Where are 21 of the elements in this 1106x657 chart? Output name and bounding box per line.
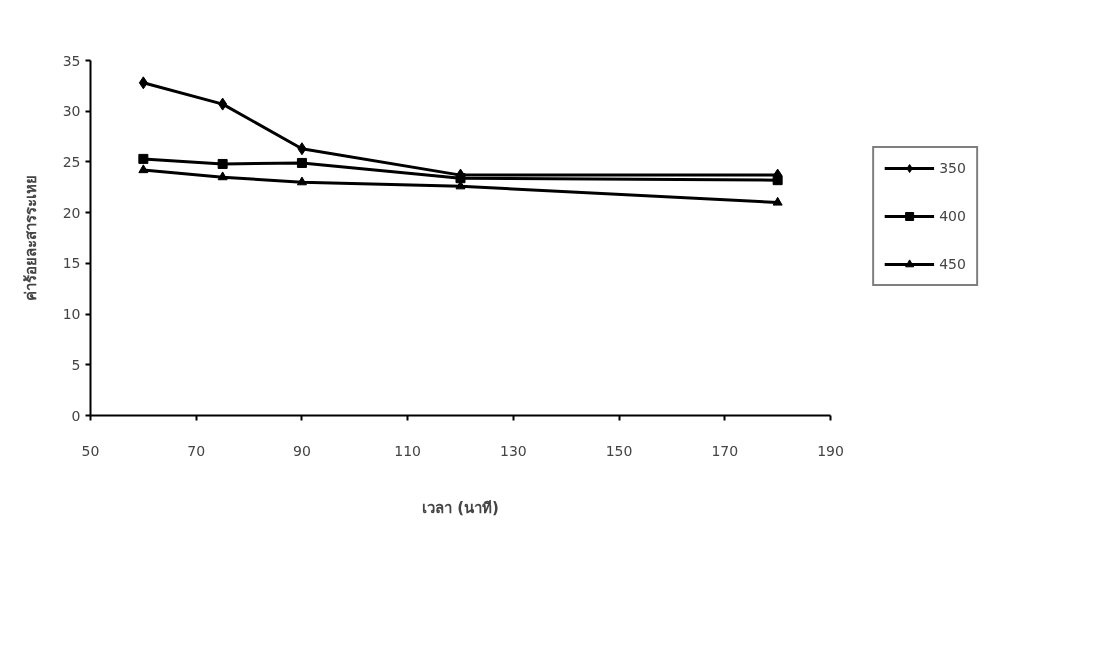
y-tick-label: 0 [71, 407, 81, 424]
legend-label: 350 [939, 159, 966, 176]
x-tick-label: 70 [187, 442, 206, 459]
legend-label: 400 [939, 207, 966, 224]
x-tick-label: 50 [81, 442, 100, 459]
x-tick-label: 150 [605, 442, 633, 459]
y-tick-label: 35 [62, 52, 81, 69]
y-tick-label: 30 [62, 103, 81, 120]
x-tick-label: 170 [711, 442, 739, 459]
y-tick-label: 15 [62, 255, 81, 272]
y-tick-label: 25 [62, 153, 81, 170]
x-tick-label: 130 [500, 442, 527, 459]
x-axis-title: เวลา (นาที) [422, 498, 499, 517]
y-tick-label: 5 [71, 356, 81, 373]
x-tick-label: 190 [817, 442, 844, 459]
y-tick-label: 10 [62, 306, 81, 323]
y-axis-title: ค่าร้อยละสารระเหย [21, 175, 40, 301]
y-tick-label: 20 [62, 204, 81, 221]
x-tick-label: 90 [293, 442, 311, 459]
legend-label: 450 [939, 255, 966, 272]
x-tick-label: 110 [394, 442, 422, 459]
